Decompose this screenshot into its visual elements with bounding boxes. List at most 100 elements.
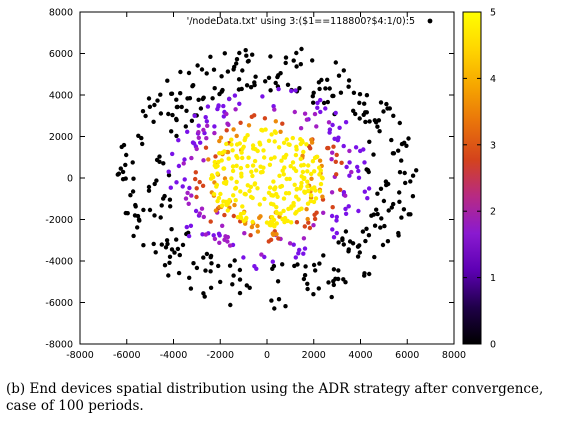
data-point xyxy=(201,127,206,133)
data-point xyxy=(357,100,362,106)
data-point xyxy=(135,225,140,230)
data-point xyxy=(357,116,362,121)
data-point xyxy=(336,240,341,245)
data-point xyxy=(219,74,224,79)
data-point xyxy=(330,122,335,128)
data-point xyxy=(234,57,240,62)
data-point xyxy=(189,155,194,161)
data-point xyxy=(252,182,257,187)
data-point xyxy=(294,220,300,225)
data-point xyxy=(332,136,337,141)
data-point xyxy=(193,208,199,214)
data-point xyxy=(224,111,229,117)
data-point xyxy=(298,141,303,147)
data-point xyxy=(240,204,245,209)
data-point xyxy=(306,163,311,168)
figure-caption: (b) End devices spatial distribution usi… xyxy=(6,381,544,414)
data-point xyxy=(302,111,308,116)
data-point xyxy=(161,161,166,166)
data-point xyxy=(293,255,298,260)
data-point xyxy=(193,170,198,175)
data-point xyxy=(125,211,130,216)
data-point xyxy=(228,302,233,308)
data-point xyxy=(233,198,238,203)
data-point xyxy=(334,230,339,236)
data-point xyxy=(330,150,335,155)
data-point xyxy=(271,263,277,269)
data-point xyxy=(381,109,386,114)
data-point xyxy=(217,91,222,97)
data-point xyxy=(157,159,162,164)
data-point xyxy=(218,279,223,285)
data-point xyxy=(249,114,254,120)
data-point xyxy=(384,101,389,107)
data-point xyxy=(153,250,158,255)
data-point xyxy=(356,175,362,180)
data-point xyxy=(234,153,239,159)
data-point xyxy=(266,239,271,244)
data-point xyxy=(219,203,225,208)
data-point xyxy=(310,159,316,164)
data-point xyxy=(353,145,359,150)
data-point xyxy=(210,175,216,180)
data-point xyxy=(143,113,148,119)
data-point xyxy=(312,111,318,117)
data-point xyxy=(249,224,255,230)
data-point xyxy=(397,170,403,175)
data-point xyxy=(168,204,173,209)
data-point xyxy=(312,212,317,217)
data-point xyxy=(380,242,386,248)
data-point xyxy=(353,111,358,117)
data-point xyxy=(239,171,244,176)
data-point xyxy=(232,202,237,208)
data-point xyxy=(305,286,310,292)
data-point xyxy=(230,168,236,174)
data-point xyxy=(211,192,217,197)
data-point xyxy=(230,148,235,153)
data-point xyxy=(302,246,308,251)
data-point xyxy=(179,104,184,110)
data-point xyxy=(389,205,394,210)
data-point xyxy=(326,120,332,125)
data-point xyxy=(166,273,171,278)
data-point xyxy=(311,292,316,297)
data-point xyxy=(254,168,259,173)
data-point xyxy=(297,247,302,253)
data-point xyxy=(178,69,183,75)
data-point xyxy=(233,107,238,112)
data-point xyxy=(208,269,213,274)
data-point xyxy=(278,129,283,134)
data-point xyxy=(218,135,224,140)
data-point xyxy=(229,137,234,142)
data-point xyxy=(364,110,369,115)
data-point xyxy=(262,254,267,260)
data-point xyxy=(375,124,380,129)
data-point xyxy=(269,193,274,198)
data-point xyxy=(334,214,339,220)
data-point xyxy=(378,186,384,191)
data-point xyxy=(267,185,273,190)
data-point xyxy=(343,229,349,234)
data-point xyxy=(199,206,205,211)
data-point xyxy=(261,148,266,153)
data-point xyxy=(211,233,216,238)
data-point xyxy=(198,140,203,145)
data-point xyxy=(331,282,336,288)
data-point xyxy=(186,70,192,76)
data-point xyxy=(287,142,292,147)
colorbar-tick-label: 5 xyxy=(490,8,496,19)
legend-marker xyxy=(427,18,433,24)
data-point xyxy=(333,110,338,116)
data-point xyxy=(194,194,199,200)
data-point xyxy=(187,185,192,191)
data-point xyxy=(229,142,234,147)
data-point xyxy=(242,231,247,236)
data-point xyxy=(378,225,383,230)
data-point xyxy=(312,216,318,222)
data-point xyxy=(329,190,335,195)
data-point xyxy=(159,203,164,208)
data-point xyxy=(237,141,242,146)
y-tick-label: -8000 xyxy=(45,340,73,351)
data-point xyxy=(275,74,280,80)
data-point xyxy=(273,119,278,124)
